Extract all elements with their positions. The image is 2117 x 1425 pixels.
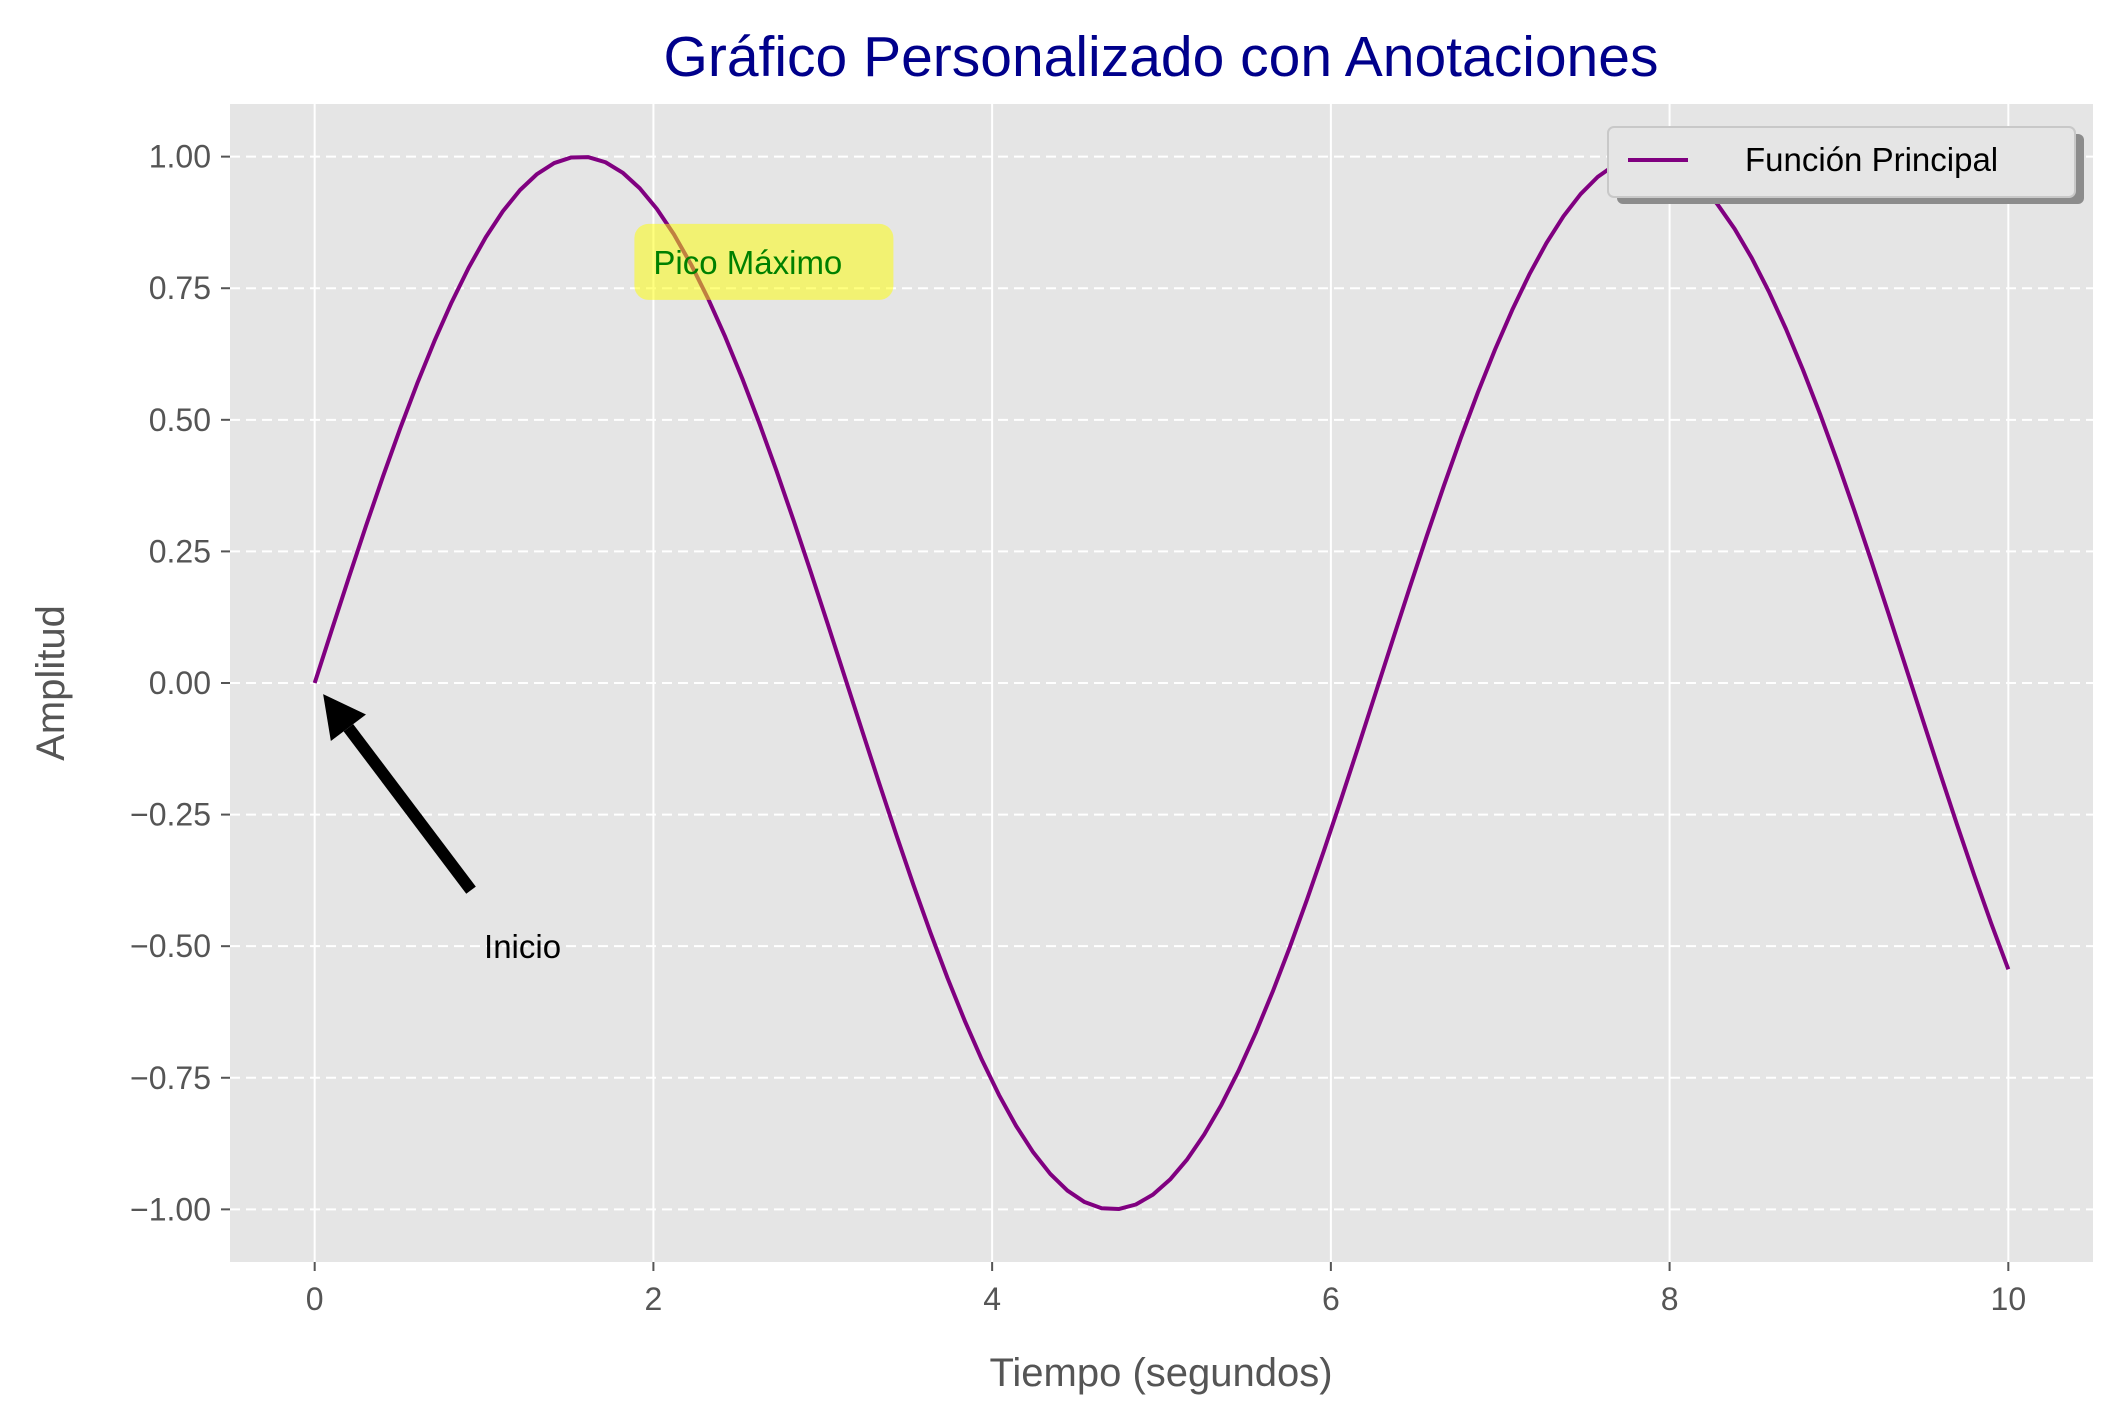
annotations: Inicio Pico Máximo xyxy=(323,223,894,965)
series-line xyxy=(312,154,2011,1212)
x-tick-label: 8 xyxy=(1661,1281,1679,1317)
x-axis-label: Tiempo (segundos) xyxy=(989,1351,1332,1395)
grid xyxy=(230,104,2093,1262)
legend: Función Principal xyxy=(1607,126,2084,204)
chart-title: Gráfico Personalizado con Anotaciones xyxy=(664,25,1659,89)
legend-label: Función Principal xyxy=(1745,141,1998,178)
y-tick-label: −0.50 xyxy=(130,928,211,964)
annotation-arrow-shaft xyxy=(343,724,476,894)
x-tick-label: 0 xyxy=(306,1281,324,1317)
annotation-arrow-head xyxy=(323,694,366,741)
y-tick-label: 0.00 xyxy=(149,665,211,701)
y-tick-label: 0.75 xyxy=(149,270,211,306)
y-axis-ticks: 1.00 0.75 0.50 0.25 0.00 −0.25 −0.50 −0.75 −1.00 xyxy=(130,139,230,1227)
y-tick-label: −0.25 xyxy=(130,797,211,833)
x-tick-label: 2 xyxy=(645,1281,663,1317)
y-tick-label: −1.00 xyxy=(130,1191,211,1227)
series-layer xyxy=(312,154,2011,1212)
y-axis-label: Amplitud xyxy=(29,605,73,761)
x-tick-label: 4 xyxy=(983,1281,1001,1317)
legend-box xyxy=(1607,126,2076,198)
x-tick-label: 6 xyxy=(1322,1281,1340,1317)
y-tick-label: −0.75 xyxy=(130,1060,211,1096)
y-tick-label: 1.00 xyxy=(149,139,211,175)
annotation-inicio: Inicio xyxy=(484,928,561,965)
annotation-pico-maximo: Pico Máximo xyxy=(653,244,842,281)
x-axis-ticks: 0 2 4 6 8 10 xyxy=(306,1262,2026,1317)
y-tick-label: 0.50 xyxy=(149,402,211,438)
y-tick-label: 0.25 xyxy=(149,533,211,569)
x-tick-label: 10 xyxy=(1991,1281,2027,1317)
annotation-box xyxy=(634,223,894,300)
